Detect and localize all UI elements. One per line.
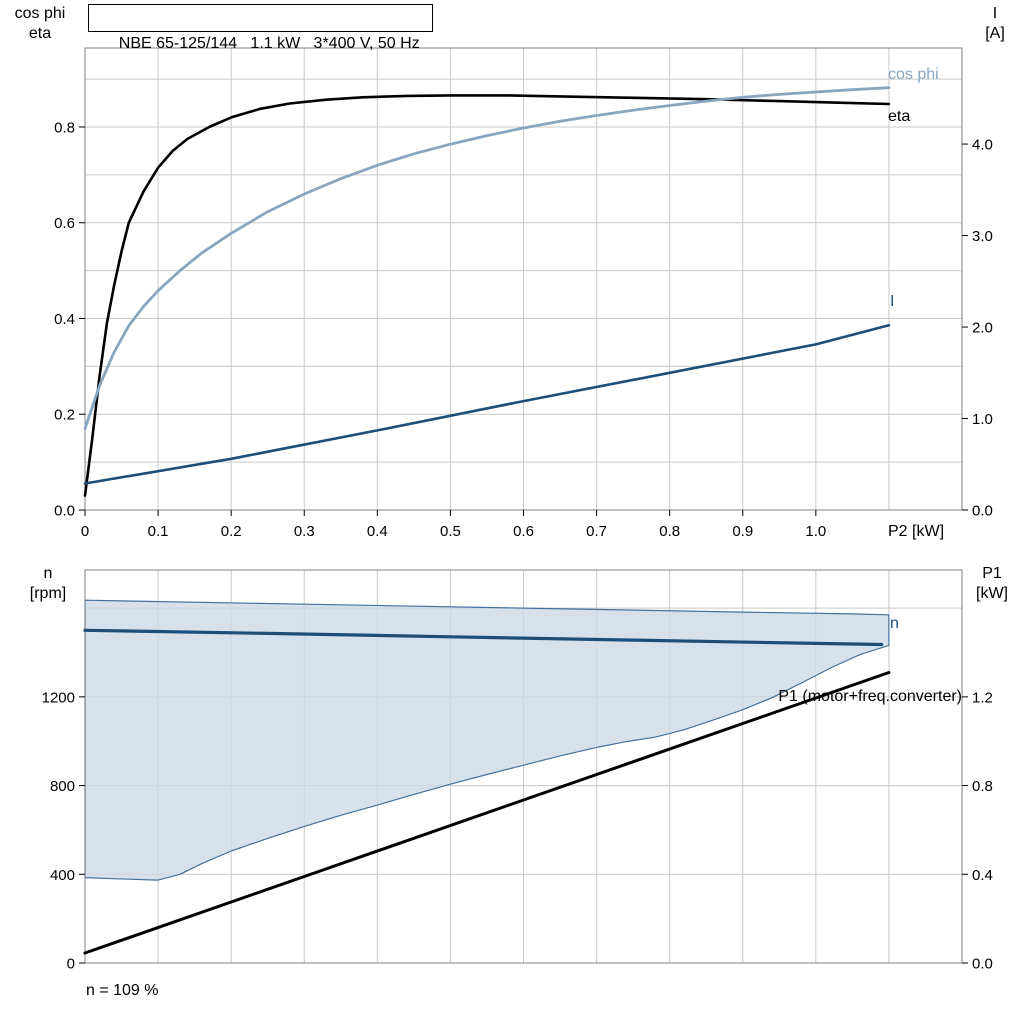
top-right-axis-title: I [A] xyxy=(972,4,1018,44)
y-right-tick-label: 0.0 xyxy=(972,503,993,520)
series-eta xyxy=(83,94,891,497)
y-right-tick-label: 0.8 xyxy=(972,778,993,795)
x-axis-label: P2 [kW] xyxy=(888,523,944,540)
axis-ticks: 0 400 800 1200 0.0 0.4 0.8 1.2 xyxy=(42,689,993,972)
axis-title-p1-unit: [kW] xyxy=(976,585,1008,602)
gridlines xyxy=(85,48,962,510)
efficiency-panel: 0 0.1 0.2 0.3 0.4 0.5 0.6 0.7 0.8 0.9 1.0 0.0 0.2 0.4… xyxy=(54,47,993,540)
series-speed xyxy=(83,628,884,647)
axis-title-cos-phi: cos phi xyxy=(14,5,66,22)
x-tick-label: 0.7 xyxy=(586,523,607,540)
axis-ticks: 0 0.1 0.2 0.3 0.4 0.5 0.6 0.7 0.8 0.9 1.0 0.0 0.2 0.4… xyxy=(54,119,993,540)
speed-power-panel: 0 400 800 1200 0.0 0.4 0.8 1.2 n P1 (motor+freq.c… xyxy=(42,569,993,973)
bottom-right-axis-title: P1 [kW] xyxy=(964,564,1020,604)
x-tick-label: 0.1 xyxy=(148,523,169,540)
curve-label-input-power: P1 (motor+freq.converter) xyxy=(778,688,962,705)
y-left-tick-label: 0 xyxy=(67,956,75,973)
y-left-tick-label: 0.4 xyxy=(54,311,75,328)
y-left-tick-label: 0.2 xyxy=(54,407,75,424)
curve-label-current: I xyxy=(890,293,894,310)
x-tick-label: 0.5 xyxy=(440,523,461,540)
title-box: NBE 65-125/144 1.1 kW 3*400 V, 50 Hz xyxy=(88,4,433,52)
curve-label-speed: n xyxy=(890,615,899,632)
series-current xyxy=(83,323,891,485)
y-left-tick-label: 800 xyxy=(50,778,75,795)
x-tick-label: 0.8 xyxy=(659,523,680,540)
x-tick-label: 0 xyxy=(81,523,89,540)
x-tick-label: 0.4 xyxy=(367,523,388,540)
bottom-left-axis-title: n [rpm] xyxy=(16,564,80,604)
axis-title-current: I xyxy=(992,5,998,22)
y-left-tick-label: 1200 xyxy=(42,689,75,706)
y-left-tick-label: 0.0 xyxy=(54,503,75,520)
x-tick-label: 0.2 xyxy=(221,523,242,540)
x-tick-label: 1.0 xyxy=(805,523,826,540)
y-left-tick-label: 0.8 xyxy=(54,119,75,136)
series-input-power xyxy=(83,671,891,955)
y-right-tick-label: 0.0 xyxy=(972,956,993,973)
x-tick-label: 0.3 xyxy=(294,523,315,540)
x-tick-label: 0.6 xyxy=(513,523,534,540)
axis-title-speed: n xyxy=(43,565,53,582)
pump-model-title: NBE 65-125/144 1.1 kW 3*400 V, 50 Hz xyxy=(118,35,420,52)
series-speed-range xyxy=(84,599,890,881)
curve-label-eta: eta xyxy=(888,108,910,125)
y-right-tick-label: 0.4 xyxy=(972,867,993,884)
plot-frame xyxy=(84,569,963,964)
speed-percentage-note: n = 109 % xyxy=(86,982,159,999)
axis-title-p1: P1 xyxy=(982,565,1002,582)
y-left-tick-label: 0.6 xyxy=(54,215,75,232)
y-right-tick-label: 4.0 xyxy=(972,137,993,154)
series-cos-phi xyxy=(83,86,891,431)
y-right-tick-label: 2.0 xyxy=(972,320,993,337)
axis-title-speed-unit: [rpm] xyxy=(29,585,67,602)
top-left-axis-title: cos phi eta xyxy=(4,4,76,44)
y-right-tick-label: 1.2 xyxy=(972,689,993,706)
axis-title-current-unit: [A] xyxy=(985,25,1005,42)
curve-label-cos-phi: cos phi xyxy=(888,66,939,83)
y-right-tick-label: 3.0 xyxy=(972,228,993,245)
x-tick-label: 0.9 xyxy=(732,523,753,540)
axis-title-eta: eta xyxy=(28,25,52,42)
y-left-tick-label: 400 xyxy=(50,867,75,884)
y-right-tick-label: 1.0 xyxy=(972,411,993,428)
